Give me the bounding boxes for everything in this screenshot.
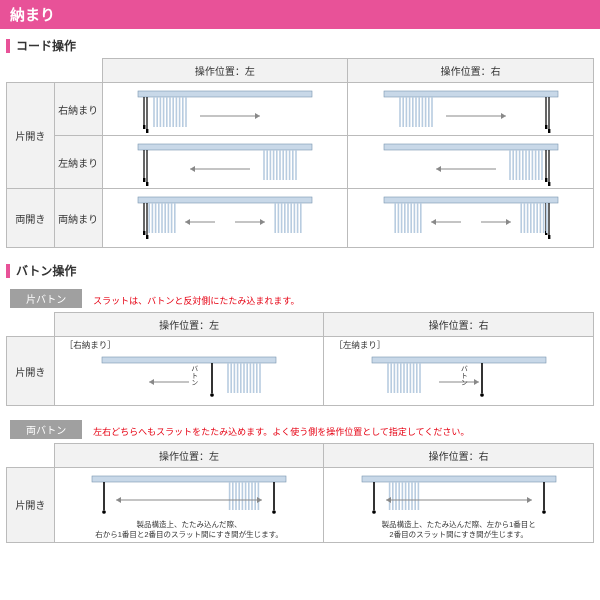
row-label: 左納まり bbox=[54, 136, 102, 189]
diagram-cell bbox=[348, 83, 594, 136]
row-group-label: 両開き bbox=[7, 189, 55, 248]
diagram-cell: 製品構造上、たたみ込んだ際、左から1番目と 2番目のスラット間にすき間が生じます… bbox=[324, 468, 594, 543]
diagram-cell: 製品構造上、たたみ込んだ際、 右から1番目と2番目のスラット間にすき間が生じます… bbox=[54, 468, 324, 543]
diagram-cell bbox=[348, 136, 594, 189]
sub-tag: 片バトン bbox=[10, 289, 82, 308]
col-header: 操作位置：左 bbox=[54, 313, 324, 337]
baton-double-table: 操作位置：左 操作位置：右 片開き 製品構造上、たたみ込んだ際、 右から1番目と… bbox=[6, 443, 594, 543]
baton-label: バトン bbox=[189, 365, 199, 386]
red-note: スラットは、バトンと反対側にたたみ込まれます。 bbox=[93, 294, 299, 307]
bracket-label: ［右納まり］ bbox=[59, 339, 320, 351]
accent-mark bbox=[6, 39, 10, 53]
col-header: 操作位置：右 bbox=[324, 444, 594, 468]
section-heading: コード操作 bbox=[16, 37, 76, 54]
page-title: 納まり bbox=[0, 0, 600, 29]
row-label: 両納まり bbox=[54, 189, 102, 248]
col-header: 操作位置：右 bbox=[348, 59, 594, 83]
col-header: 操作位置：左 bbox=[102, 59, 348, 83]
diagram-cell bbox=[102, 83, 348, 136]
diagram-cell: ［右納まり］ バトン bbox=[54, 337, 324, 406]
diagram-cell bbox=[102, 189, 348, 248]
diagram-cell bbox=[102, 136, 348, 189]
row-group-label: 片開き bbox=[7, 83, 55, 189]
col-header: 操作位置：左 bbox=[54, 444, 324, 468]
row-label: 右納まり bbox=[54, 83, 102, 136]
bracket-label: ［左納まり］ bbox=[328, 339, 589, 351]
row-group-label: 片開き bbox=[7, 468, 55, 543]
accent-mark bbox=[6, 264, 10, 278]
col-header: 操作位置：右 bbox=[324, 313, 594, 337]
section-header-baton: バトン操作 bbox=[6, 262, 600, 279]
sub-tag: 両バトン bbox=[10, 420, 82, 439]
section-heading: バトン操作 bbox=[16, 262, 76, 279]
row-group-label: 片開き bbox=[7, 337, 55, 406]
red-note: 左右どちらへもスラットをたたみ込めます。よく使う側を操作位置として指定してくださ… bbox=[93, 425, 469, 438]
section-header-cord: コード操作 bbox=[6, 37, 600, 54]
diagram-cell: ［左納まり］ バトン bbox=[324, 337, 594, 406]
diagram-cell bbox=[348, 189, 594, 248]
footnote: 製品構造上、たたみ込んだ際、 右から1番目と2番目のスラット間にすき間が生じます… bbox=[59, 520, 320, 540]
cord-table: 操作位置：左 操作位置：右 片開き 右納まり 左納まり 両開き 両納まり bbox=[6, 58, 594, 248]
baton-single-table: 操作位置：左 操作位置：右 片開き ［右納まり］ バトン ［左納まり］ バトン bbox=[6, 312, 594, 406]
footnote: 製品構造上、たたみ込んだ際、左から1番目と 2番目のスラット間にすき間が生じます… bbox=[328, 520, 589, 540]
baton-label: バトン bbox=[458, 365, 468, 386]
